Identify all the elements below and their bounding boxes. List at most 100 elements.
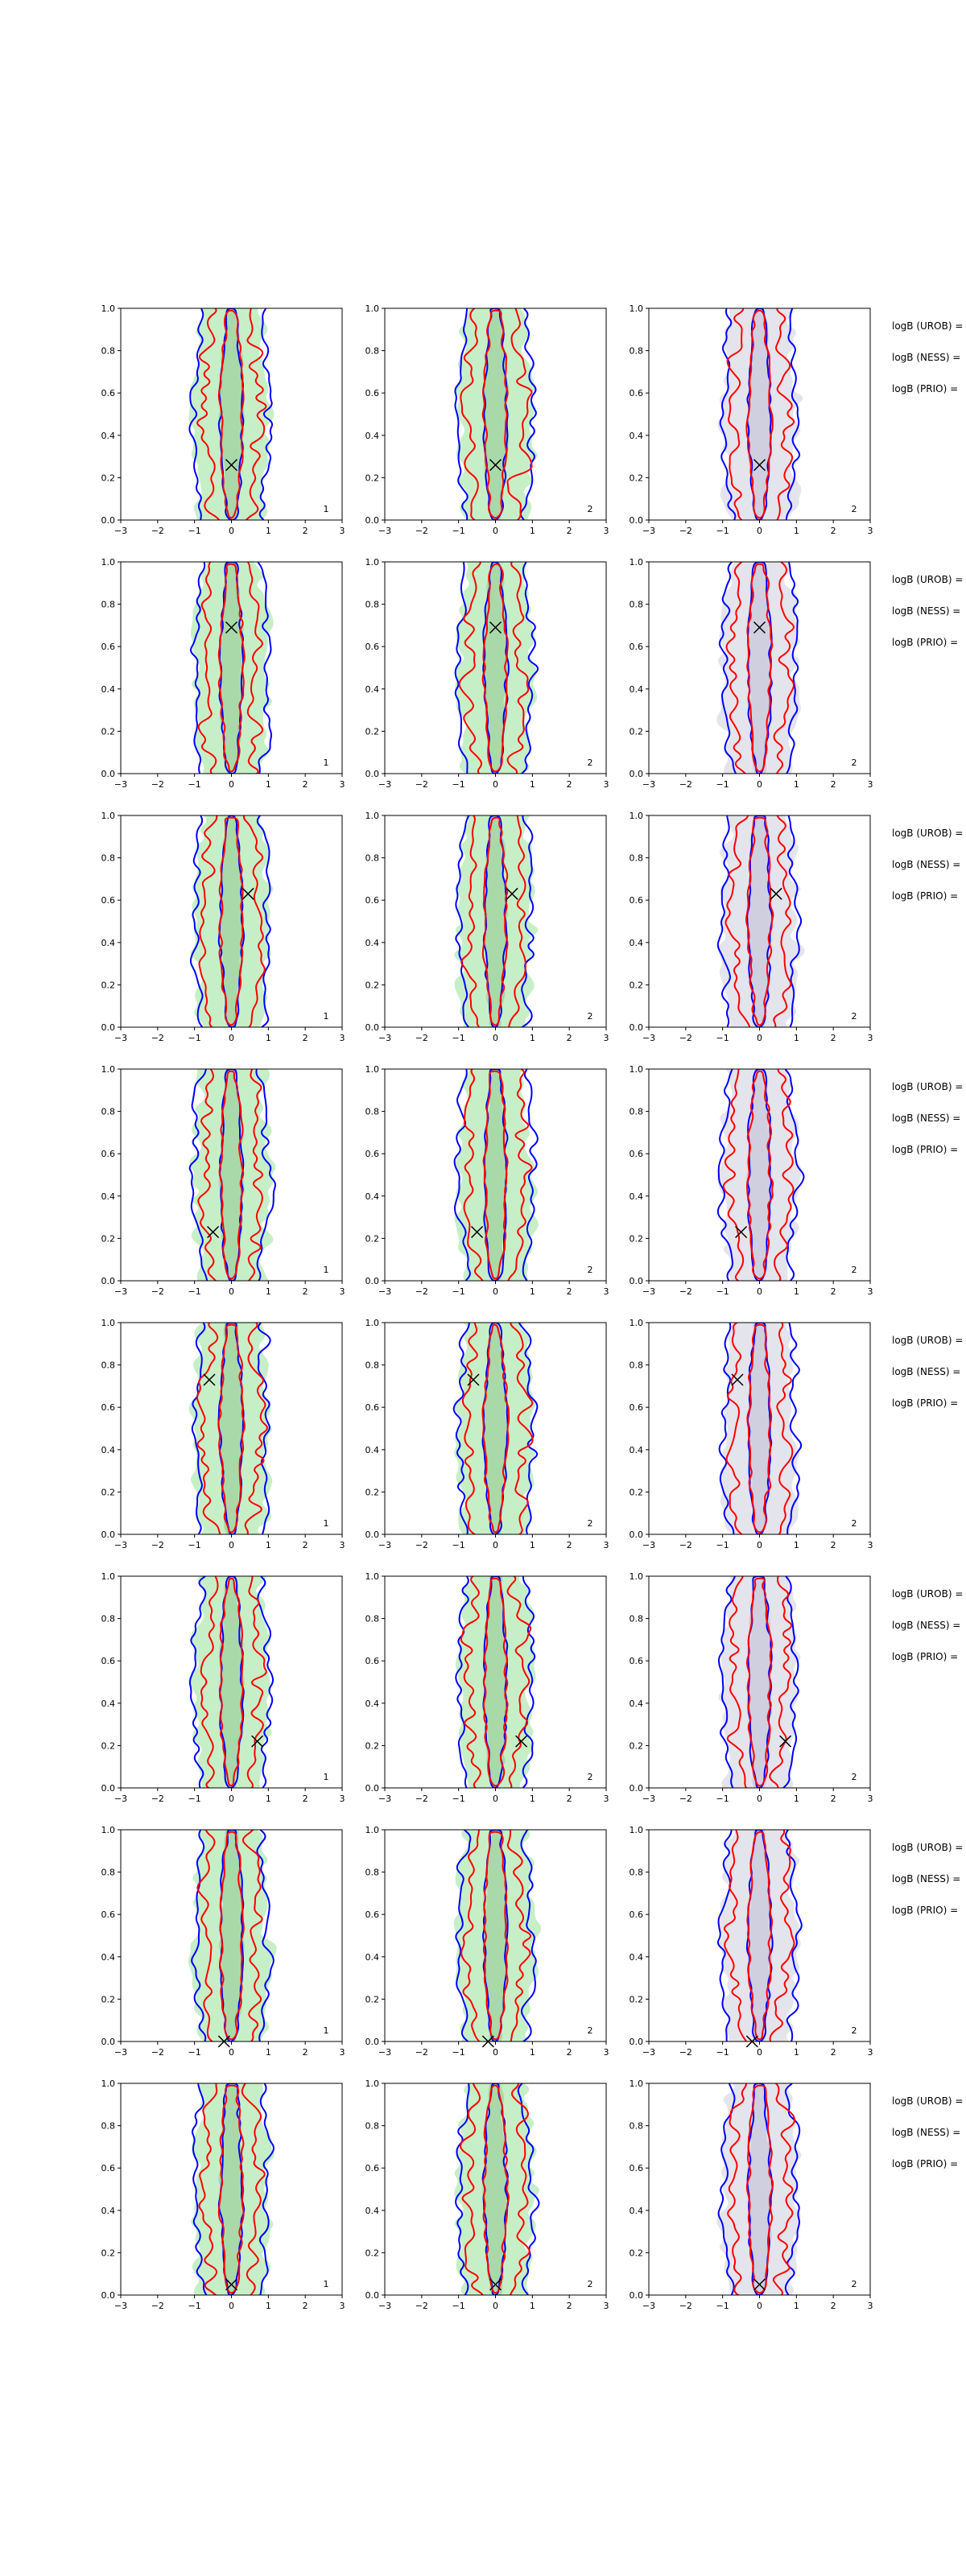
y-tick-label: 0.4 bbox=[630, 1952, 644, 1963]
y-tick-label: 0.0 bbox=[630, 769, 644, 779]
panel-index-label: 2 bbox=[588, 2025, 593, 2036]
y-tick-label: 0.0 bbox=[101, 515, 116, 526]
blue-contour-outer bbox=[718, 562, 799, 774]
red-contour-outer bbox=[197, 1069, 263, 1281]
true-value-marker bbox=[489, 2278, 502, 2291]
red-contour-inner bbox=[745, 2084, 774, 2294]
x-tick-label: 2 bbox=[831, 1286, 836, 1297]
density-fill-inner bbox=[747, 1576, 772, 1788]
blue-contour-inner bbox=[746, 2083, 774, 2295]
true-value-marker bbox=[471, 1225, 484, 1239]
blue-contour-outer bbox=[717, 1576, 799, 1788]
y-tick-label: 0.4 bbox=[630, 1191, 644, 1202]
y-tick-label: 1.0 bbox=[630, 1825, 644, 1835]
panel-index-label: 2 bbox=[852, 1772, 857, 1782]
panel-index-label: 2 bbox=[588, 758, 593, 768]
x-tick-label: 2 bbox=[567, 1794, 572, 1804]
y-tick-label: 0.6 bbox=[365, 1149, 380, 1159]
red-contour-inner bbox=[217, 309, 245, 519]
y-tick-label: 0.6 bbox=[101, 642, 116, 652]
x-tick-label: −1 bbox=[188, 2047, 201, 2058]
y-tick-label: 0.8 bbox=[101, 1107, 116, 1117]
blue-contour-inner bbox=[482, 815, 508, 1027]
true-value-marker bbox=[225, 621, 238, 634]
panel-index-label: 2 bbox=[852, 1265, 857, 1275]
x-tick-label: 1 bbox=[266, 2301, 271, 2311]
y-tick-label: 0.4 bbox=[101, 1445, 116, 1455]
y-tick-label: 0.8 bbox=[365, 346, 380, 357]
y-tick-label: 0.2 bbox=[365, 2248, 380, 2258]
red-contour-outer bbox=[197, 562, 264, 774]
density-fill-inner bbox=[482, 2083, 510, 2295]
x-tick-label: −1 bbox=[716, 1033, 729, 1043]
x-tick-label: −3 bbox=[378, 1286, 391, 1297]
x-tick-label: 3 bbox=[340, 779, 345, 790]
y-tick-label: 0.8 bbox=[365, 1868, 380, 1878]
x-tick-label: 1 bbox=[266, 2047, 271, 2058]
y-tick-label: 0.6 bbox=[101, 1909, 116, 1920]
y-tick-label: 0.0 bbox=[365, 515, 380, 526]
panel-r7-c3: −3 −2 −1 0 1 2 30.00.20.40.60.81.02 bbox=[630, 1825, 873, 2058]
density-fill-inner bbox=[219, 1323, 245, 1534]
x-tick-label: 3 bbox=[340, 2301, 345, 2311]
x-tick-label: 0 bbox=[493, 526, 498, 536]
y-tick-label: 0.0 bbox=[365, 1783, 380, 1794]
x-tick-label: 3 bbox=[868, 2047, 873, 2058]
y-tick-label: 0.8 bbox=[630, 853, 644, 864]
x-tick-label: 2 bbox=[567, 1286, 572, 1297]
panel-index-label: 1 bbox=[324, 504, 329, 514]
y-tick-label: 0.6 bbox=[101, 1656, 116, 1666]
red-contour-outer bbox=[196, 1830, 263, 2041]
density-fill-inner bbox=[219, 562, 244, 774]
x-tick-label: 2 bbox=[567, 526, 572, 536]
panel-index-label: 2 bbox=[852, 504, 857, 514]
x-tick-label: 3 bbox=[868, 1794, 873, 1804]
x-tick-label: −3 bbox=[642, 2047, 655, 2058]
y-tick-label: 0.2 bbox=[365, 1487, 380, 1497]
true-value-marker bbox=[225, 2278, 238, 2291]
panel-index-label: 1 bbox=[324, 2025, 329, 2036]
blue-contour-outer bbox=[455, 815, 535, 1027]
true-value-marker bbox=[207, 1225, 220, 1239]
x-tick-label: 0 bbox=[757, 2047, 762, 2058]
density-fill-inner bbox=[482, 1323, 508, 1534]
red-contour-inner bbox=[218, 816, 244, 1026]
x-tick-label: 2 bbox=[831, 1033, 836, 1043]
x-tick-label: 2 bbox=[303, 2301, 308, 2311]
y-tick-label: 0.6 bbox=[101, 2163, 116, 2174]
x-tick-label: 1 bbox=[794, 1033, 799, 1043]
x-tick-label: −2 bbox=[415, 1794, 428, 1804]
x-tick-label: 1 bbox=[266, 526, 271, 536]
density-fill-inner bbox=[745, 1069, 773, 1281]
panel-index-label: 1 bbox=[324, 758, 329, 768]
x-tick-label: −2 bbox=[415, 1286, 428, 1297]
y-tick-label: 0.6 bbox=[365, 1909, 380, 1920]
x-tick-label: 3 bbox=[604, 1033, 609, 1043]
x-tick-label: −3 bbox=[642, 779, 655, 790]
y-tick-label: 0.6 bbox=[101, 1149, 116, 1159]
x-tick-label: −3 bbox=[378, 1540, 391, 1550]
y-tick-label: 0.8 bbox=[101, 1614, 116, 1624]
red-contour-inner bbox=[217, 563, 246, 773]
x-tick-label: −1 bbox=[188, 1286, 201, 1297]
x-tick-label: 3 bbox=[604, 1794, 609, 1804]
y-tick-label: 0.8 bbox=[101, 600, 116, 610]
x-tick-label: 1 bbox=[266, 1794, 271, 1804]
y-tick-label: 1.0 bbox=[365, 303, 380, 314]
x-tick-label: −1 bbox=[716, 1286, 729, 1297]
x-tick-label: 1 bbox=[794, 1540, 799, 1550]
x-tick-label: 3 bbox=[868, 526, 873, 536]
x-tick-label: −1 bbox=[452, 1794, 465, 1804]
x-tick-label: 1 bbox=[530, 1033, 535, 1043]
x-tick-label: 2 bbox=[567, 2047, 572, 2058]
y-tick-label: 0.4 bbox=[365, 2206, 380, 2216]
logb-label: logB (UROB) = bbox=[892, 1588, 963, 1600]
y-tick-label: 0.8 bbox=[101, 1868, 116, 1878]
y-tick-label: 1.0 bbox=[101, 2079, 116, 2089]
blue-contour-outer bbox=[719, 308, 801, 520]
x-tick-label: 2 bbox=[303, 2047, 308, 2058]
logb-label: logB (PRIO) = bbox=[892, 1144, 958, 1155]
x-tick-label: −1 bbox=[452, 1540, 465, 1550]
y-tick-label: 0.4 bbox=[630, 431, 644, 441]
y-tick-label: 0.6 bbox=[365, 1402, 380, 1413]
